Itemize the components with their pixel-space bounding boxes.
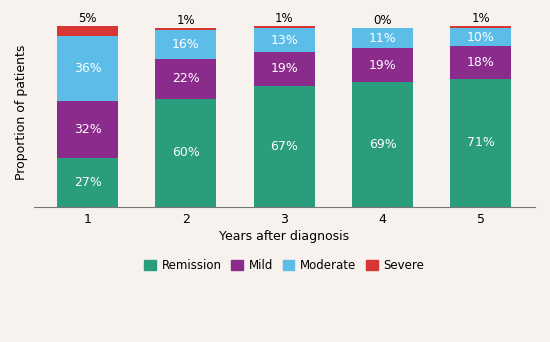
Legend: Remission, Mild, Moderate, Severe: Remission, Mild, Moderate, Severe xyxy=(139,254,430,277)
Bar xyxy=(156,30,217,59)
Text: 22%: 22% xyxy=(172,73,200,86)
Bar xyxy=(156,59,217,99)
Text: 13%: 13% xyxy=(271,34,298,47)
X-axis label: Years after diagnosis: Years after diagnosis xyxy=(219,230,349,243)
Bar xyxy=(352,48,413,82)
Y-axis label: Proportion of patients: Proportion of patients xyxy=(15,44,28,180)
Text: 10%: 10% xyxy=(467,31,495,44)
Text: 32%: 32% xyxy=(74,123,102,136)
Text: 1%: 1% xyxy=(177,14,195,27)
Bar xyxy=(450,79,512,207)
Text: 19%: 19% xyxy=(271,63,298,76)
Bar xyxy=(57,101,118,158)
Text: 60%: 60% xyxy=(172,146,200,159)
Text: 1%: 1% xyxy=(275,12,294,25)
Bar xyxy=(254,28,315,52)
Text: 27%: 27% xyxy=(74,176,102,189)
Text: 69%: 69% xyxy=(368,138,397,151)
Text: 67%: 67% xyxy=(271,140,298,153)
Bar xyxy=(57,158,118,207)
Bar xyxy=(254,52,315,86)
Bar xyxy=(352,82,413,207)
Bar xyxy=(450,26,512,28)
Bar xyxy=(57,36,118,101)
Bar xyxy=(352,28,413,48)
Text: 1%: 1% xyxy=(471,12,490,25)
Text: 36%: 36% xyxy=(74,62,102,75)
Text: 71%: 71% xyxy=(467,136,495,149)
Text: 19%: 19% xyxy=(368,59,397,72)
Text: 11%: 11% xyxy=(368,32,397,45)
Text: 5%: 5% xyxy=(79,12,97,25)
Text: 16%: 16% xyxy=(172,38,200,51)
Bar xyxy=(156,28,217,30)
Bar xyxy=(450,28,512,47)
Bar xyxy=(254,26,315,28)
Bar xyxy=(57,26,118,36)
Text: 18%: 18% xyxy=(467,56,495,69)
Bar xyxy=(450,47,512,79)
Text: 0%: 0% xyxy=(373,14,392,27)
Bar xyxy=(254,86,315,207)
Bar xyxy=(156,99,217,207)
